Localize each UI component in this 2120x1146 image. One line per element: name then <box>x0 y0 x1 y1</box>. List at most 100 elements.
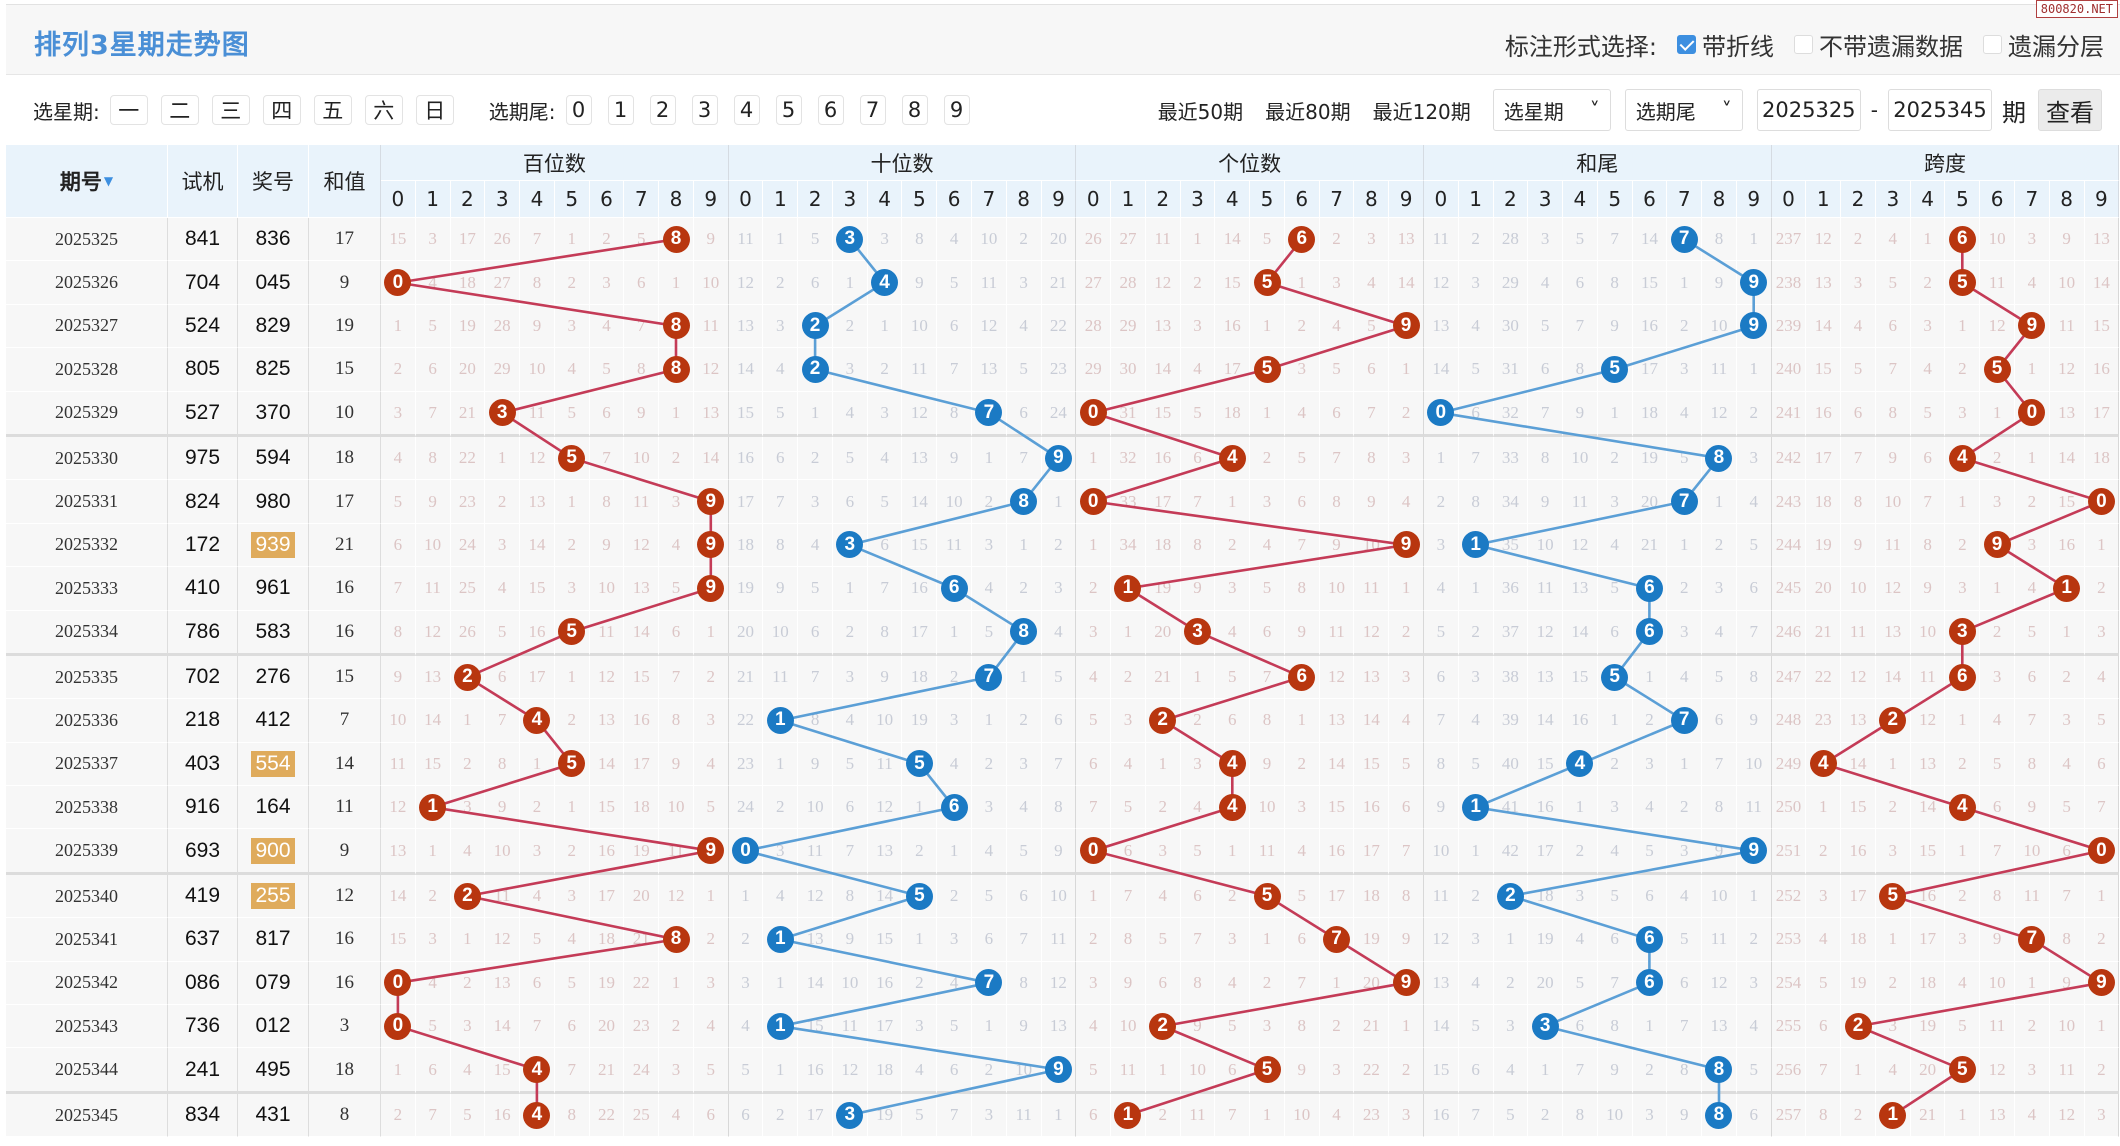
tail-button[interactable]: 7 <box>859 95 886 125</box>
missing-count: 2 <box>1332 1016 1341 1036</box>
hundreds-cell: 2 <box>589 218 625 262</box>
weekday-button[interactable]: 六 <box>364 95 403 125</box>
missing-count: 6 <box>1471 402 1480 422</box>
missing-count: 3 <box>1679 621 1689 641</box>
missing-count: 15 <box>1362 753 1380 773</box>
span-cell: 5 <box>1945 1048 1981 1094</box>
missing-count: 8 <box>428 448 437 468</box>
missing-count: 1 <box>1262 1105 1272 1124</box>
tail-button[interactable]: 6 <box>817 95 844 125</box>
draw-number: 817 <box>255 927 291 951</box>
weekday-button[interactable]: 日 <box>415 95 454 125</box>
option-no-missing-data-label[interactable]: 不带遗漏数据 <box>1819 33 1963 61</box>
digit-header: 1 <box>415 181 451 218</box>
tail-button[interactable]: 8 <box>901 95 928 125</box>
weekday-button[interactable]: 五 <box>313 95 352 125</box>
missing-count: 5 <box>845 448 855 468</box>
span-cell: 7 <box>1910 480 1946 524</box>
missing-count: 4 <box>1888 1059 1898 1079</box>
missing-count: 2 <box>602 229 611 249</box>
draw-number: 012 <box>255 1014 291 1038</box>
hundreds-cell: 5 <box>450 1093 486 1138</box>
weekday-button[interactable]: 四 <box>262 95 301 125</box>
span-cell: 14 <box>1806 304 1842 349</box>
tens-cell: 13 <box>728 304 764 349</box>
sum-tail-cell: 6 <box>1632 567 1668 611</box>
period-header[interactable]: 期号 ▼ <box>6 145 168 218</box>
tail-button[interactable]: 3 <box>691 95 718 125</box>
missing-count: 9 <box>845 929 855 949</box>
weekday-button[interactable]: 一 <box>109 95 148 125</box>
span-cell: 17 <box>1806 436 1842 481</box>
weekday-button[interactable]: 二 <box>160 95 199 125</box>
missing-count: 8 <box>1297 1016 1307 1036</box>
hundreds-cell: 4 <box>659 1093 694 1138</box>
missing-count: 13 <box>876 840 894 860</box>
missing-count: 4 <box>1436 578 1446 598</box>
tail-button[interactable]: 9 <box>943 95 970 125</box>
missing-count: 4 <box>1367 272 1376 292</box>
tail-button[interactable]: 0 <box>565 95 592 125</box>
draw-number: 594 <box>255 446 291 470</box>
recent-50-link[interactable]: 最近50期 <box>1157 99 1244 124</box>
period-to-input[interactable]: 2025345 <box>1888 89 1992 131</box>
tens-cell: 4 <box>832 391 868 437</box>
period-cell: 2025342 <box>6 961 168 1006</box>
recent-80-link[interactable]: 最近80期 <box>1265 99 1351 124</box>
missing-count: 245 <box>1775 578 1802 598</box>
missing-count: 5 <box>1540 315 1550 335</box>
checkbox-no-missing-data[interactable] <box>1794 35 1813 54</box>
hundreds-cell: 4 <box>520 874 555 919</box>
missing-count: 1 <box>1958 840 1967 860</box>
sum-tail-cell: 7 <box>1458 1093 1494 1138</box>
missing-count: 8 <box>1193 972 1202 992</box>
tail-button[interactable]: 2 <box>649 95 676 125</box>
missing-count: 17 <box>1154 491 1172 511</box>
tail-button[interactable]: 1 <box>607 95 634 125</box>
option-missing-layers-label[interactable]: 遗漏分层 <box>2008 33 2104 61</box>
period-from-input[interactable]: 2025325 <box>1756 89 1861 131</box>
sum-tail-cell: 7 <box>1667 699 1703 743</box>
missing-count: 3 <box>602 272 611 292</box>
hundreds-cell: 13 <box>624 567 660 611</box>
tail-select[interactable]: 选期尾 ˅ <box>1624 89 1743 131</box>
tail-button[interactable]: 4 <box>733 95 760 125</box>
units-cell: 3 <box>1076 961 1112 1006</box>
hundreds-cell: 13 <box>693 391 729 437</box>
span-cell: 237 <box>1771 218 1807 262</box>
checkbox-with-lines[interactable] <box>1677 35 1696 54</box>
missing-count: 11 <box>1745 797 1762 817</box>
checkbox-missing-layers[interactable] <box>1983 35 2002 54</box>
span-cell: 2 <box>1945 523 1981 568</box>
missing-count: 3 <box>776 315 785 335</box>
sum-tail-cell: 14 <box>1423 348 1459 392</box>
tens-cell: 12 <box>902 391 938 437</box>
weekday-button[interactable]: 三 <box>211 95 250 125</box>
hundreds-ball: 4 <box>523 1101 551 1129</box>
weekday-select[interactable]: 选星期 ˅ <box>1492 89 1611 131</box>
hundreds-cell: 19 <box>624 829 660 875</box>
hundreds-cell: 9 <box>693 567 729 611</box>
span-cell: 16 <box>2084 348 2120 392</box>
recent-120-link[interactable]: 最近120期 <box>1372 99 1471 124</box>
sort-arrows-icon[interactable]: ▼ <box>103 174 114 188</box>
missing-count: 3 <box>1401 1105 1411 1124</box>
missing-count: 15 <box>2092 315 2110 335</box>
option-with-lines-label[interactable]: 带折线 <box>1702 33 1774 61</box>
missing-count: 7 <box>1540 402 1550 422</box>
hundreds-cell: 3 <box>381 391 416 437</box>
span-ball: 5 <box>1879 882 1907 910</box>
tens-cell: 0 <box>728 829 764 875</box>
missing-count: 4 <box>845 710 855 730</box>
missing-count: 14 <box>1919 797 1937 817</box>
hundreds-cell: 9 <box>693 829 729 875</box>
missing-count: 7 <box>1471 448 1480 468</box>
tens-cell: 2 <box>763 1093 799 1138</box>
span-cell: 244 <box>1771 523 1807 568</box>
hundreds-cell: 7 <box>659 655 694 700</box>
missing-count: 8 <box>1436 753 1446 773</box>
view-button[interactable]: 查看 <box>2038 89 2102 131</box>
missing-count: 1 <box>1019 534 1028 554</box>
missing-count: 9 <box>949 448 959 468</box>
tail-button[interactable]: 5 <box>775 95 802 125</box>
